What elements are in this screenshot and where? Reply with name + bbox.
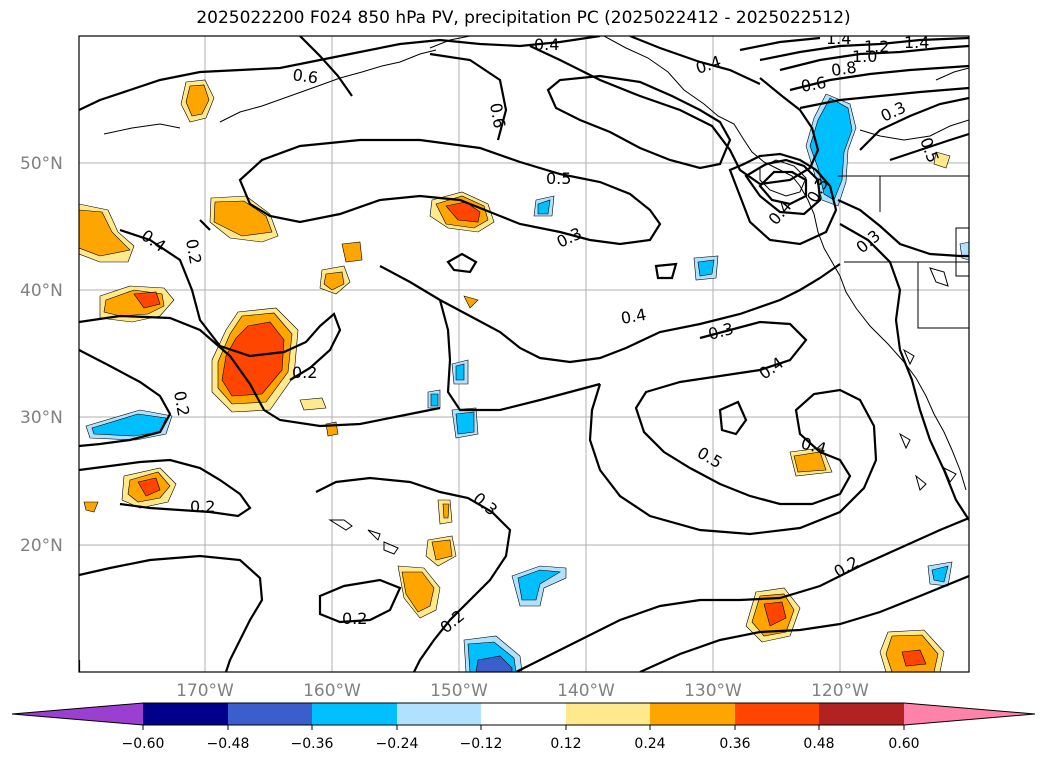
contour-label: 1.0	[852, 47, 877, 66]
contour-label: 0.8	[830, 58, 858, 80]
precip-patch	[180, 79, 215, 123]
colorbar-tick-label: −0.48	[207, 736, 250, 752]
precip-patch	[211, 307, 299, 413]
map-title: 2025022200 F024 850 hPa PV, precipitatio…	[196, 8, 851, 28]
lat-label: 50°N	[20, 154, 63, 174]
precip-patch	[99, 285, 175, 323]
precip-shading	[79, 79, 969, 672]
lon-label: 140°W	[557, 681, 615, 701]
precip-patch	[533, 195, 555, 217]
contour-label: 0.2	[292, 363, 317, 382]
latitude-labels: 50°N 40°N 30°N 20°N	[20, 154, 63, 556]
colorbar-tick-label: −0.60	[122, 736, 165, 752]
colorbar-segment	[397, 703, 481, 725]
precip-patch	[425, 535, 457, 567]
colorbar-segment	[228, 703, 312, 725]
contour-label: 0.6	[799, 73, 827, 96]
precip-patch	[85, 409, 173, 441]
precip-patch	[121, 467, 177, 509]
colorbar-tick-label: −0.36	[291, 736, 334, 752]
colorbar-segment	[312, 703, 397, 725]
colorbar-segment	[481, 703, 566, 725]
contour-label: 0.2	[182, 237, 205, 265]
pv-contours	[79, 36, 969, 672]
precip-patch	[79, 203, 135, 263]
precip-patch	[789, 447, 833, 477]
colorbar: −0.60 −0.48 −0.36 −0.24 −0.12 0.12 0.24 …	[11, 702, 1036, 752]
precip-patch	[451, 407, 479, 439]
contour-label: 0.2	[342, 609, 367, 628]
precip-patch	[429, 191, 495, 233]
contour-label: 0.6	[486, 101, 509, 129]
precip-patch	[745, 587, 801, 643]
lon-label: 120°W	[811, 681, 869, 701]
contour-label: 0.2	[170, 389, 193, 417]
colorbar-segment	[819, 703, 904, 725]
contour-label: 0.5	[546, 169, 571, 188]
lon-label: 130°W	[684, 681, 742, 701]
precip-patch	[511, 565, 567, 607]
contour-label: 0.2	[190, 497, 215, 516]
precip-patch	[933, 151, 951, 169]
lat-label: 40°N	[20, 281, 63, 301]
contour-label: 0.4	[534, 35, 559, 54]
colorbar-tick-label: 0.48	[803, 736, 834, 752]
contour-label: 1.4	[904, 33, 929, 52]
colorbar-tick-label: −0.24	[376, 736, 419, 752]
precip-patch	[83, 499, 453, 525]
lat-label: 30°N	[20, 408, 63, 428]
colorbar-segment	[735, 703, 819, 725]
precip-patch	[463, 635, 523, 672]
precip-patch	[341, 241, 363, 263]
precip-patch	[397, 565, 441, 619]
lon-label: 160°W	[303, 681, 361, 701]
colorbar-arrow-left	[12, 703, 143, 725]
contour-label: 0.6	[291, 65, 319, 87]
colorbar-tick-label: 0.12	[550, 736, 581, 752]
colorbar-tick-label: 0.24	[634, 736, 665, 752]
contour-label: 0.4	[619, 305, 647, 328]
contour-label: 1.2	[864, 37, 889, 56]
lon-label: 150°W	[430, 681, 488, 701]
colorbar-tick-label: 0.36	[719, 736, 750, 752]
colorbar-tick-label: −0.12	[460, 736, 503, 752]
colorbar-segment	[143, 703, 228, 725]
lat-label: 20°N	[20, 536, 63, 556]
colorbar-segment	[650, 703, 735, 725]
precip-patch	[693, 255, 719, 281]
precip-patch	[319, 265, 351, 295]
longitude-labels: 170°W 160°W 150°W 140°W 130°W 120°W	[176, 681, 869, 701]
colorbar-tick-label: 0.60	[888, 736, 919, 752]
precip-patch	[209, 195, 279, 243]
map-frame	[78, 35, 970, 673]
colorbar-segment	[566, 703, 650, 725]
contour-label: 1.4	[826, 29, 851, 48]
lon-label: 170°W	[176, 681, 234, 701]
precip-patch	[879, 629, 945, 672]
colorbar-arrow-right	[904, 703, 1035, 725]
